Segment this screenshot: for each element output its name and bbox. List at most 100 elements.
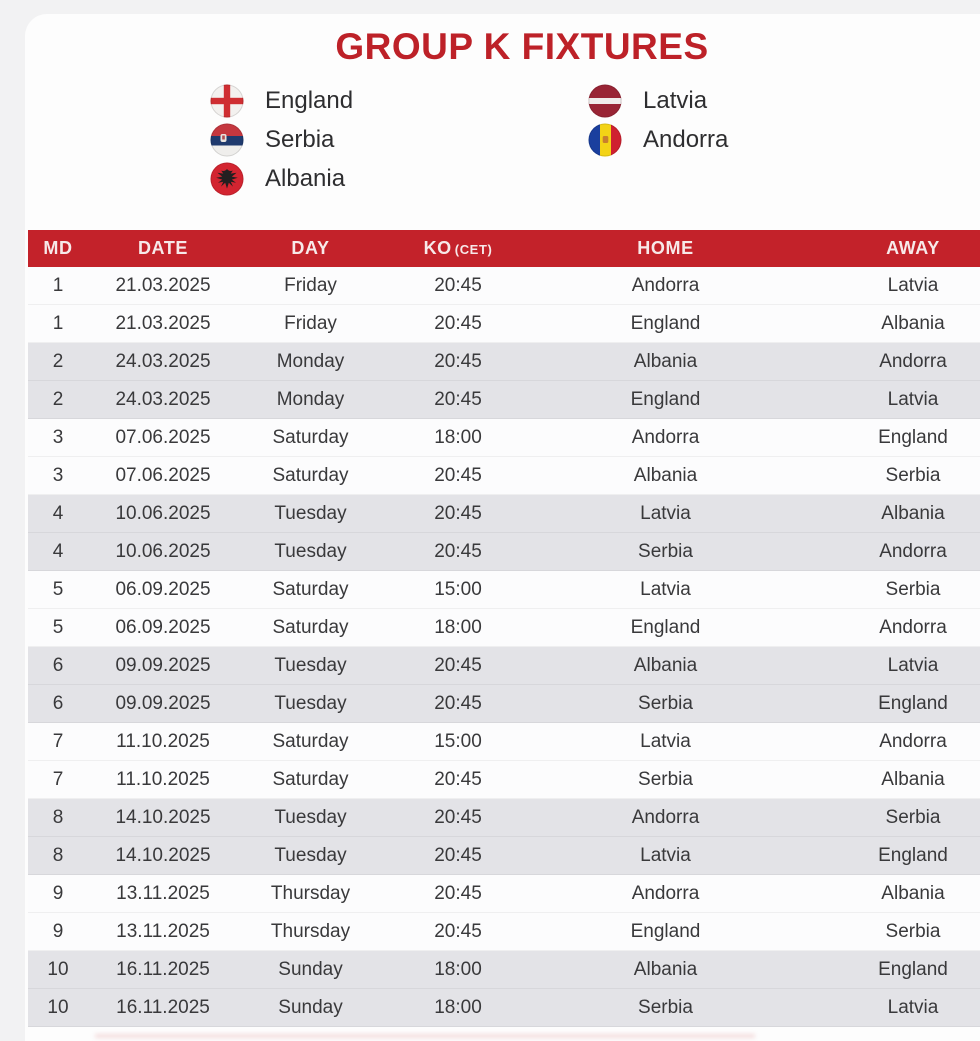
cell-day: Tuesday [274, 541, 347, 562]
cell-ko: 20:45 [434, 769, 482, 790]
bottom-red-smear [95, 1034, 755, 1038]
cell-home: Serbia [638, 997, 693, 1018]
cell-home: Latvia [640, 731, 691, 752]
cell-away: Serbia [885, 579, 941, 600]
cell-home: Andorra [631, 807, 700, 828]
cell-home: Albania [633, 465, 698, 486]
cell-md: 5 [52, 579, 64, 600]
andorra-flag-icon [588, 123, 622, 157]
cell-home: Andorra [631, 883, 700, 904]
header-label: HOME [637, 238, 694, 258]
table-row: 4 10.06.2025 Tuesday 20:45 Latvia Albania [28, 495, 980, 533]
cell-home: Latvia [640, 503, 691, 524]
table-row: 3 07.06.2025 Saturday 18:00 Andorra England [28, 419, 980, 457]
legend-column-left: England Serbia Albania [210, 84, 353, 201]
cell-day: Sunday [278, 997, 343, 1018]
header-suffix: (CET) [454, 242, 493, 257]
cell-ko: 20:45 [434, 921, 482, 942]
table-row: 1 21.03.2025 Friday 20:45 Andorra Latvia [28, 267, 980, 305]
cell-day: Thursday [270, 921, 351, 942]
cell-away: Albania [881, 883, 945, 904]
cell-date: 07.06.2025 [115, 465, 211, 486]
cell-date: 11.10.2025 [116, 731, 210, 752]
cell-ko: 20:45 [434, 693, 482, 714]
cell-ko: 20:45 [434, 275, 482, 296]
cell-md: 4 [52, 541, 64, 562]
cell-date: 06.09.2025 [115, 617, 211, 638]
cell-away: England [878, 959, 948, 980]
cell-ko: 20:45 [434, 845, 482, 866]
cell-home: Andorra [631, 275, 700, 296]
cell-home: Serbia [638, 541, 693, 562]
cell-day: Tuesday [274, 693, 347, 714]
cell-ko: 18:00 [434, 959, 482, 980]
table-row: 5 06.09.2025 Saturday 15:00 Latvia Serbia [28, 571, 980, 609]
cell-day: Thursday [270, 883, 351, 904]
cell-day: Monday [276, 389, 345, 410]
cell-date: 24.03.2025 [115, 389, 211, 410]
table-row: 9 13.11.2025 Thursday 20:45 Andorra Albania [28, 875, 980, 913]
cell-away: Serbia [885, 465, 941, 486]
table-row: 4 10.06.2025 Tuesday 20:45 Serbia Andorra [28, 533, 980, 571]
cell-ko: 18:00 [434, 427, 482, 448]
cell-date: 13.11.2025 [116, 921, 210, 942]
cell-date: 24.03.2025 [115, 351, 211, 372]
england-flag-icon [210, 84, 244, 118]
header-cell-md: MD [28, 238, 88, 259]
header-label: AWAY [886, 238, 940, 258]
header-cell-date: DATE [88, 238, 238, 259]
table-row: 6 09.09.2025 Tuesday 20:45 Serbia England [28, 685, 980, 723]
cell-day: Monday [276, 351, 345, 372]
cell-ko: 20:45 [434, 389, 482, 410]
cell-away: Latvia [887, 997, 939, 1018]
cell-day: Sunday [278, 959, 343, 980]
legend-item-england: England [210, 84, 353, 118]
cell-ko: 20:45 [434, 465, 482, 486]
cell-md: 5 [52, 617, 64, 638]
header-cell-home: HOME [533, 238, 798, 259]
cell-ko: 18:00 [434, 617, 482, 638]
table-row: 2 24.03.2025 Monday 20:45 England Latvia [28, 381, 980, 419]
header-label: DAY [291, 238, 330, 258]
cell-md: 2 [52, 351, 64, 372]
table-header-row: MD DATE DAY KO (CET) HOME AWAY [28, 230, 980, 267]
table-row: 5 06.09.2025 Saturday 18:00 England Andorra [28, 609, 980, 647]
table-row: 3 07.06.2025 Saturday 20:45 Albania Serbia [28, 457, 980, 495]
cell-home: Albania [633, 959, 698, 980]
cell-away: Andorra [879, 617, 947, 638]
header-cell-away: AWAY [798, 238, 980, 259]
table-row: 1 21.03.2025 Friday 20:45 England Albania [28, 305, 980, 343]
latvia-flag-icon [588, 84, 622, 118]
header-label: DATE [137, 238, 189, 258]
cell-md: 9 [52, 883, 64, 904]
cell-md: 1 [52, 313, 64, 334]
team-label: Serbia [265, 126, 335, 153]
cell-date: 16.11.2025 [116, 959, 210, 980]
cell-day: Saturday [272, 769, 349, 790]
cell-day: Friday [284, 313, 337, 334]
cell-ko: 20:45 [434, 883, 482, 904]
table-row: 8 14.10.2025 Tuesday 20:45 Andorra Serbia [28, 799, 980, 837]
cell-day: Saturday [272, 617, 349, 638]
table-row: 10 16.11.2025 Sunday 18:00 Albania England [28, 951, 980, 989]
cell-date: 09.09.2025 [115, 655, 211, 676]
cell-home: Latvia [640, 579, 691, 600]
cell-date: 09.09.2025 [115, 693, 211, 714]
cell-md: 8 [52, 807, 64, 828]
cell-away: Andorra [879, 731, 947, 752]
cell-day: Tuesday [274, 655, 347, 676]
cell-md: 8 [52, 845, 64, 866]
cell-home: Serbia [638, 769, 693, 790]
legend-column-right: Latvia Andorra [588, 84, 728, 162]
cell-ko: 20:45 [434, 541, 482, 562]
cell-md: 3 [52, 465, 64, 486]
cell-ko: 20:45 [434, 313, 482, 334]
cell-date: 11.10.2025 [116, 769, 210, 790]
cell-md: 7 [52, 731, 64, 752]
cell-ko: 20:45 [434, 503, 482, 524]
cell-md: 6 [52, 655, 64, 676]
cell-home: England [630, 617, 701, 638]
cell-home: Andorra [631, 427, 700, 448]
table-body: 1 21.03.2025 Friday 20:45 Andorra Latvia 1 21.0… [28, 267, 980, 1027]
table-row: 2 24.03.2025 Monday 20:45 Albania Andorra [28, 343, 980, 381]
